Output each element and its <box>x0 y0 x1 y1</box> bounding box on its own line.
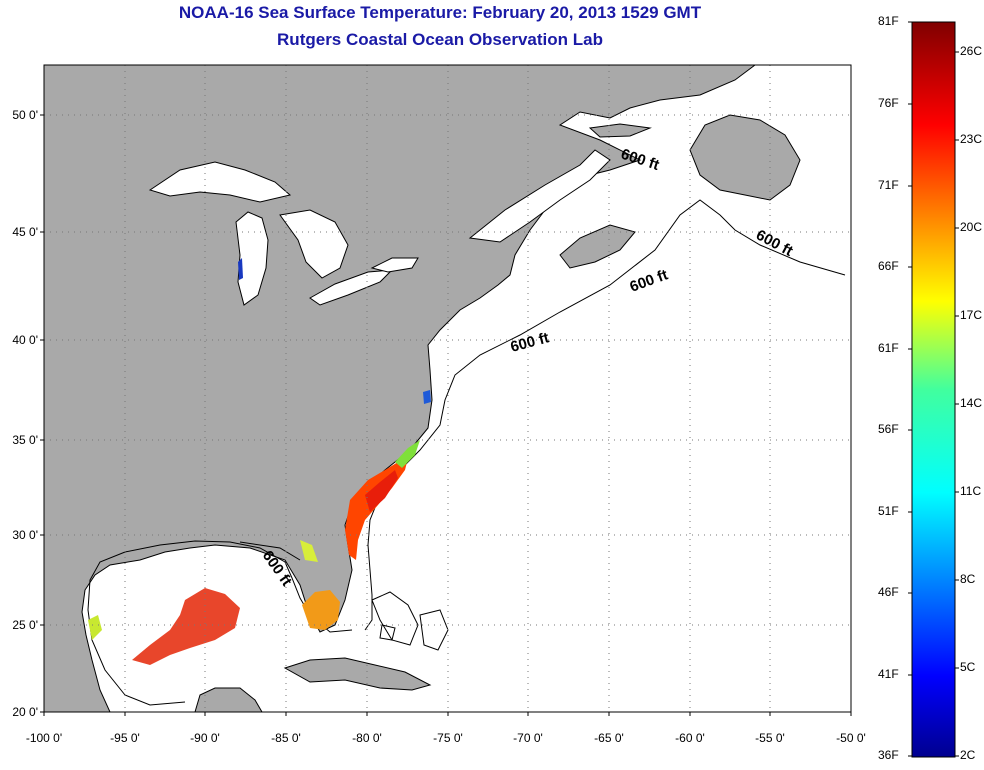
sst-chesapeake <box>423 390 431 404</box>
sst-lake-michigan <box>238 258 243 280</box>
land-cuba <box>283 657 432 691</box>
lon-label-85: -85 0' <box>271 731 301 745</box>
contour-600ft <box>87 199 846 706</box>
lat-label-35: 35 0' <box>12 433 38 447</box>
map-subtitle: Rutgers Coastal Ocean Observation Lab <box>277 30 603 49</box>
land-newfoundland <box>689 114 801 201</box>
colorbar-f-label: 46F <box>878 585 899 599</box>
colorbar-f-label: 36F <box>878 748 899 762</box>
lon-label-90: -90 0' <box>190 731 220 745</box>
lon-label-50: -50 0' <box>836 731 866 745</box>
colorbar-c-label: 23C <box>960 132 983 146</box>
sst-carolina-shelf <box>395 440 420 468</box>
lon-label-55: -55 0' <box>755 731 785 745</box>
lon-label-70: -70 0' <box>513 731 543 745</box>
colorbar-c-label: 11C <box>960 484 982 498</box>
colorbar-f-label: 61F <box>878 341 899 355</box>
lake-huron <box>279 209 349 279</box>
colorbar-c-label: 14C <box>960 396 983 410</box>
lat-label-30: 30 0' <box>12 528 38 542</box>
sst-gulf-loop <box>132 588 240 665</box>
colorbar-ticks <box>908 21 959 757</box>
land-anticosti <box>588 123 652 138</box>
land-nova-scotia <box>559 224 636 269</box>
colorbar-f-label: 66F <box>878 259 899 273</box>
map-title: NOAA-16 Sea Surface Temperature: Februar… <box>178 3 702 22</box>
sst-gulf-stream-warm <box>365 470 398 512</box>
sst-data <box>88 258 431 665</box>
graticule <box>44 65 851 712</box>
lon-label-80: -80 0' <box>352 731 382 745</box>
lon-label-95: -95 0' <box>110 731 140 745</box>
sst-texas-coast <box>88 615 102 640</box>
colorbar-c-label: 20C <box>960 220 983 234</box>
lake-erie <box>309 269 394 306</box>
colorbar-f-label: 81F <box>878 14 899 28</box>
lon-label-60: -60 0' <box>675 731 705 745</box>
colorbar-f-label: 71F <box>878 178 899 192</box>
lake-ontario <box>370 257 419 273</box>
colorbar-f-label: 76F <box>878 96 899 110</box>
colorbar-c-label: 8C <box>960 572 976 586</box>
lat-label-25: 25 0' <box>12 618 38 632</box>
lat-label-20: 20 0' <box>12 705 38 719</box>
colorbar-c-label: 2C <box>960 748 976 762</box>
colorbar-c-label: 5C <box>960 660 976 674</box>
lat-label-45: 45 0' <box>12 225 38 239</box>
lat-label-50: 50 0' <box>12 108 38 122</box>
bahamas-banks <box>371 591 449 651</box>
lake-superior <box>148 161 292 203</box>
st-lawrence <box>468 149 611 243</box>
colorbar-f-label: 41F <box>878 667 899 681</box>
colorbar-c-label: 17C <box>960 308 983 322</box>
colorbar-c-label: 26C <box>960 44 983 58</box>
sst-florida-keys <box>302 590 340 630</box>
sst-west-florida <box>300 540 318 562</box>
lat-label-40: 40 0' <box>12 333 38 347</box>
axis-ticks <box>40 114 852 716</box>
colorbar <box>911 21 956 758</box>
lon-label-100: -100 0' <box>25 731 63 745</box>
lon-label-65: -65 0' <box>594 731 624 745</box>
colorbar-f-label: 51F <box>878 504 899 518</box>
colorbar-f-label: 56F <box>878 422 899 436</box>
lon-label-75: -75 0' <box>433 731 463 745</box>
